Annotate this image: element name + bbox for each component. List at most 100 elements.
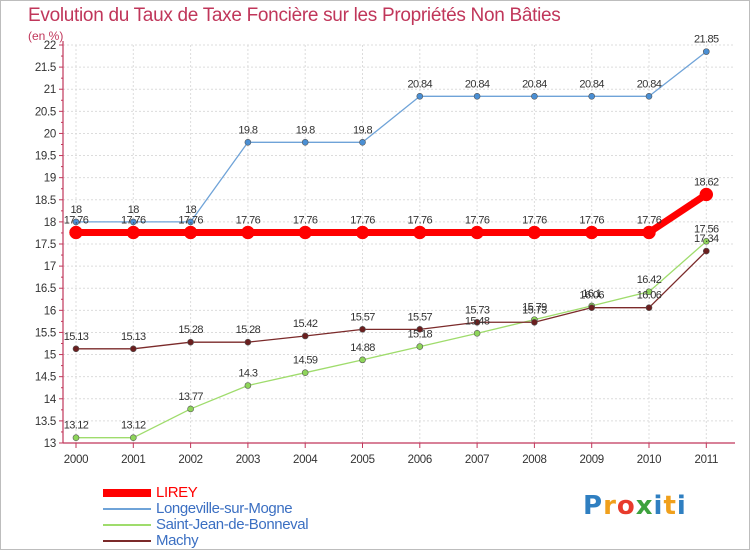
data-label: 17.76 [178,215,203,227]
data-label: 17.76 [121,215,146,227]
data-label: 15.18 [408,329,433,341]
data-label: 21.85 [694,34,719,46]
data-label: 18.62 [694,176,719,188]
data-point [130,218,137,226]
chart-subtitle: (en %) [28,29,64,43]
data-point [473,318,481,326]
data-point [645,288,653,296]
data-label: 15.48 [465,315,490,327]
data-label: 17.76 [236,215,261,227]
y-tick-label: 17.5 [35,239,56,251]
data-point [473,330,481,337]
data-label: 17.76 [350,215,375,227]
data-label: 18 [185,204,197,216]
y-tick-label: 16 [44,305,56,317]
chart-title: Evolution du Taux de Taxe Foncière sur l… [28,5,561,26]
data-label: 20.84 [637,78,662,90]
data-label: 17.76 [637,215,662,227]
data-point [72,218,80,226]
proxiti-logo: Proxiti [583,491,687,521]
y-tick-label: 16.5 [35,283,56,295]
axes: 13 13.5 14 14.5 15 15.5 16 16.5 17 17.5 18 18.5 19 19… [35,40,735,466]
data-point [187,218,194,226]
data-point [588,92,596,100]
x-tick-label: 2000 [64,454,88,466]
x-tick-label: 2007 [465,454,489,466]
legend-swatch-longeville-sur-mogne [103,508,151,510]
data-label: 17.76 [408,215,433,227]
data-label: 20.84 [408,78,433,90]
data-label: 19.8 [238,124,257,136]
data-label: 17.76 [293,215,318,227]
data-label: 20.84 [465,78,490,90]
data-label: 15.28 [236,324,261,336]
legend-label-machy: Machy [156,532,199,549]
data-point [301,369,309,376]
y-tick-label: 19.5 [35,151,56,163]
data-point [699,187,714,202]
y-tick-label: 14 [44,394,57,406]
y-tick-label: 21 [44,84,56,96]
data-label-layer: 18 18 18 19.8 19.8 19.8 20.84 20.84 20.84 20.84 20… [64,34,720,432]
data-point [244,138,252,146]
data-point [130,345,137,353]
data-label: 16.42 [637,274,662,286]
data-point [187,338,194,346]
data-point [187,405,194,413]
legend-label-longeville-sur-mogne: Longeville-sur-Mogne [156,500,293,517]
data-label: 16.1 [582,288,601,300]
data-point [359,326,366,333]
data-label: 14.88 [350,342,375,354]
data-point [244,338,252,346]
data-label: 17.76 [465,215,490,227]
legend-swatch-lirey [103,489,151,497]
data-point [69,225,83,240]
x-tick-label: 2004 [293,454,318,466]
data-label: 16.06 [637,290,662,302]
legend-label-lirey: LIREY [156,484,198,501]
data-point [244,382,252,389]
data-point [588,304,596,311]
series-layer [69,48,714,441]
data-label: 17.76 [64,215,89,227]
grid [63,44,735,444]
data-label: 20.84 [579,78,604,90]
data-point [126,225,141,240]
data-label: 19.8 [353,124,372,136]
data-label: 15.73 [522,304,547,316]
data-label: 15.42 [293,318,318,330]
series-line-longeville-sur-mogne [75,50,707,223]
x-tick-label: 2008 [522,454,546,466]
y-tick-label: 21.5 [35,62,56,74]
data-label: 14.3 [238,368,257,380]
x-tick-label: 2009 [580,454,604,466]
data-point [413,225,427,240]
data-label: 17.76 [579,215,604,227]
data-point [645,304,653,311]
y-tick-label: 20.5 [35,106,56,118]
data-label: 14.59 [293,355,318,367]
x-tick-label: 2001 [121,454,145,466]
legend-swatch-saint-jean-de-bonneval [103,524,151,526]
y-tick-label: 22 [44,40,56,52]
y-tick-label: 13.5 [35,416,56,428]
series-line-lirey [72,190,710,237]
data-label: 15.28 [178,324,203,336]
data-point [416,326,424,333]
series-line-machy [75,250,707,350]
data-label: 18 [70,204,82,216]
data-label: 17.56 [694,223,719,235]
data-point [702,48,710,55]
y-tick-label: 18 [44,217,56,229]
y-tick-label: 19 [44,173,56,185]
series-line-saint-jean-de-bonneval [75,240,707,439]
data-label: 15.73 [465,304,490,316]
data-label: 15.79 [522,302,547,314]
data-point [473,92,481,100]
data-label: 15.57 [350,311,375,323]
data-point [584,225,599,240]
data-point [702,247,710,255]
data-point [72,434,80,441]
